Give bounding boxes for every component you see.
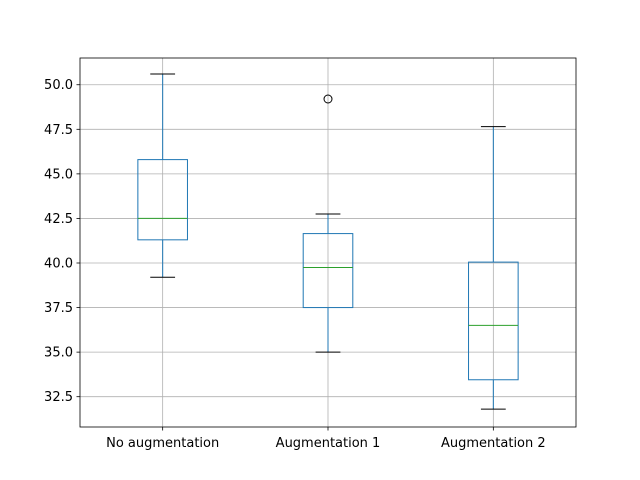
box-group (137, 73, 188, 278)
y-tick-label: 45.0 (44, 167, 73, 182)
outlier-point (323, 94, 333, 104)
y-tick-label: 50.0 (44, 78, 73, 93)
y-tick-label: 40.0 (44, 257, 73, 272)
box-series (137, 73, 519, 410)
iqr-box (468, 261, 519, 381)
iqr-box (302, 233, 354, 309)
y-tick-label: 47.5 (44, 123, 73, 138)
iqr-box (137, 159, 188, 241)
y-tick-label: 32.5 (44, 390, 73, 405)
y-tick-label: 35.0 (44, 346, 73, 361)
axes: 32.5 35.0 37.5 40.0 42.5 45.0 47.5 50.0 No augme… (44, 57, 577, 451)
box-group (302, 94, 354, 353)
x-tick-label: Augmentation 1 (276, 436, 381, 451)
y-tick-label: 37.5 (44, 301, 73, 316)
x-tick-label: Augmentation 2 (441, 436, 546, 451)
x-tick-label: No augmentation (106, 436, 219, 451)
box-group (468, 126, 519, 410)
y-tick-label: 42.5 (44, 212, 73, 227)
